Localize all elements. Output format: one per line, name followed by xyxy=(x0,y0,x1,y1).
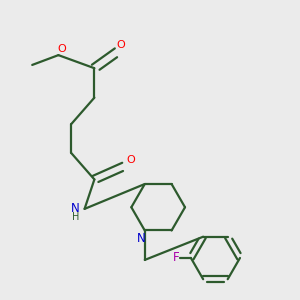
Text: N: N xyxy=(71,202,80,215)
Text: N: N xyxy=(137,232,146,245)
Text: H: H xyxy=(72,212,80,222)
Text: O: O xyxy=(116,40,125,50)
Text: F: F xyxy=(173,251,179,265)
Text: O: O xyxy=(57,44,66,54)
Text: O: O xyxy=(126,155,135,165)
